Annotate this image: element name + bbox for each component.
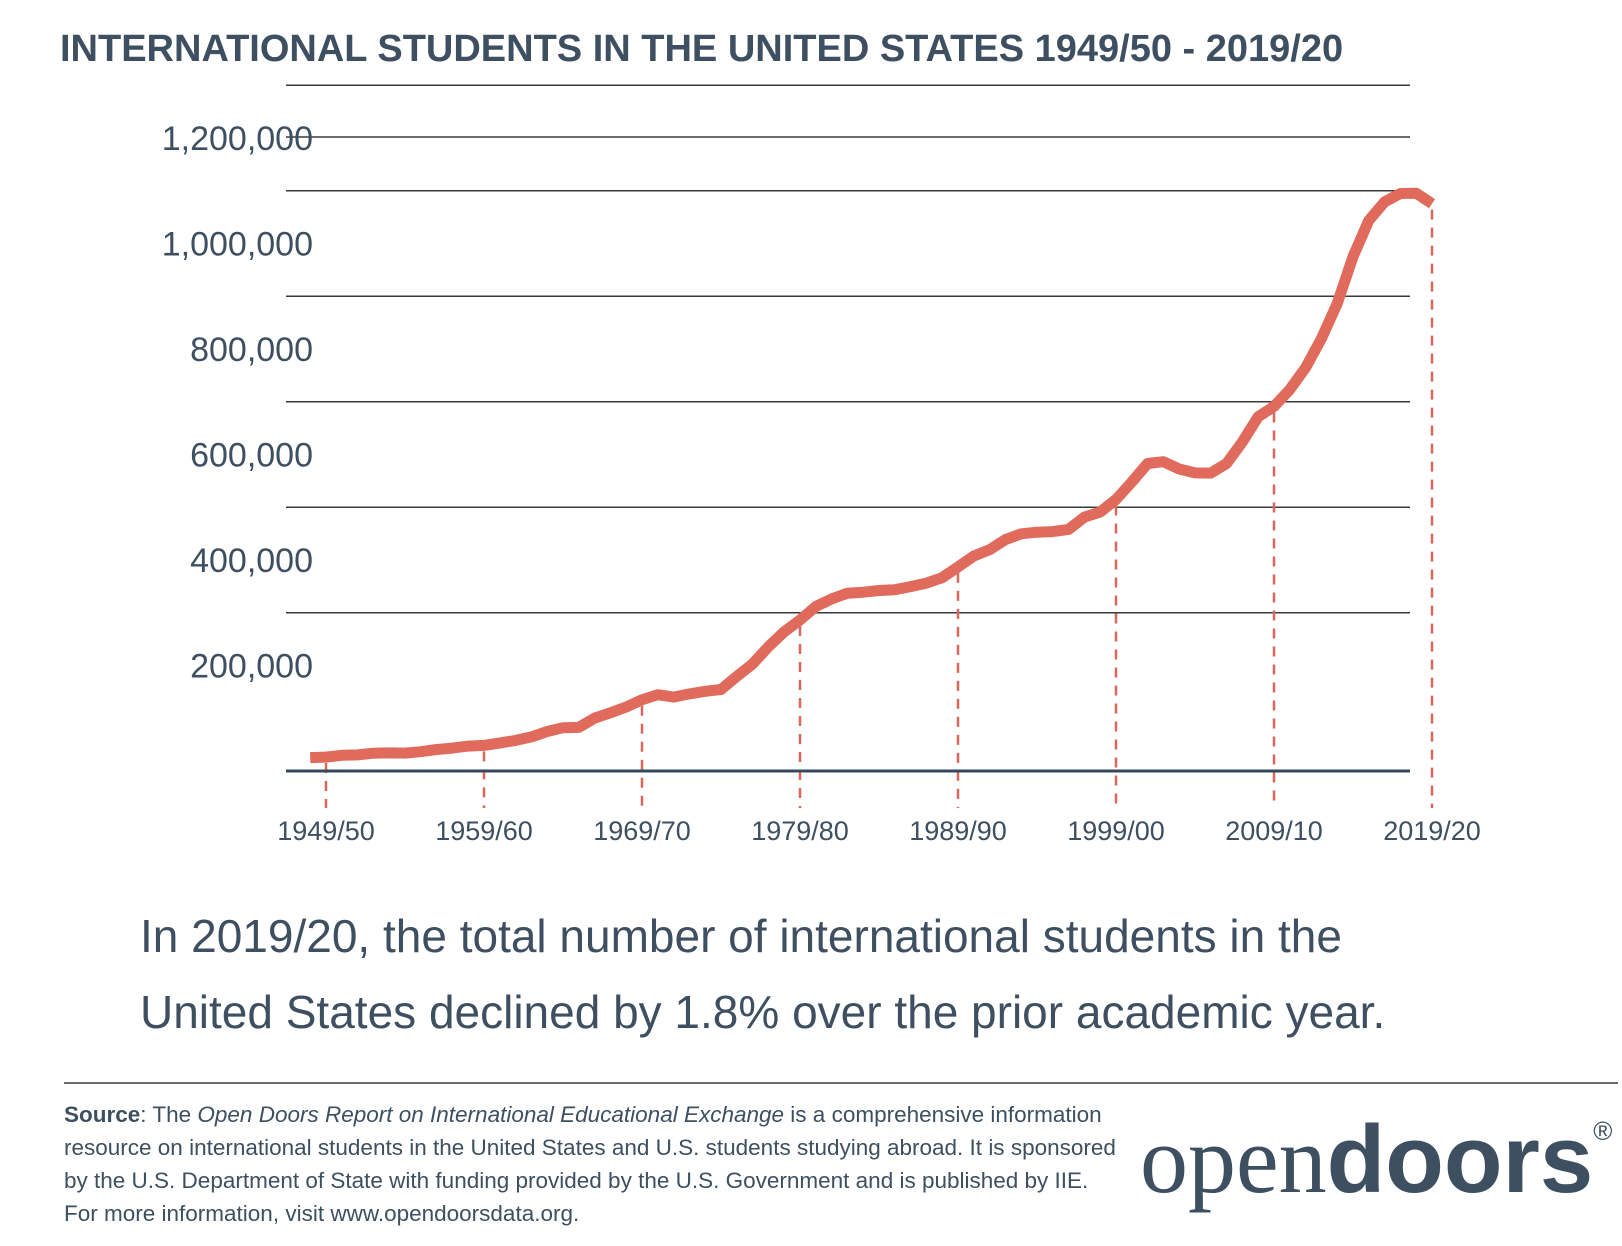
series-line-international-students — [310, 187, 1436, 764]
y-tick-label: 400,000 — [190, 542, 313, 580]
source-description: is a comprehensive information resource … — [64, 1102, 1116, 1226]
x-tick-label: 1979/80 — [751, 816, 849, 846]
y-tick-label: 1,000,000 — [162, 226, 313, 264]
summary-line-2: United States declined by 1.8% over the … — [140, 986, 1386, 1038]
x-tick-label: 1949/50 — [277, 816, 375, 846]
summary-text: In 2019/20, the total number of internat… — [140, 898, 1540, 1050]
x-tick-label: 1999/00 — [1067, 816, 1165, 846]
y-tick-label: 600,000 — [190, 437, 313, 475]
source-report-title: Open Doors Report on International Educa… — [197, 1102, 785, 1127]
registered-mark: ® — [1593, 1116, 1613, 1146]
logo-text-open: open — [1140, 1106, 1327, 1213]
chart-title: INTERNATIONAL STUDENTS IN THE UNITED STA… — [60, 28, 1344, 70]
x-tick-label: 1969/70 — [593, 816, 691, 846]
y-axis-tick-labels: 200,000 400,000 600,000 800,000 1,000,000 1,2… — [162, 120, 313, 686]
logo-text-doors: doors — [1326, 1106, 1594, 1213]
x-axis-tick-labels: 1949/50 1959/60 1969/70 1979/80 1989/90 1999/… — [277, 816, 1481, 846]
x-tick-label: 1959/60 — [435, 816, 533, 846]
summary-line-1: In 2019/20, the total number of internat… — [140, 910, 1342, 962]
gridlines — [286, 84, 1410, 614]
x-tick-label: 2019/20 — [1383, 816, 1481, 846]
x-axis-dashed-markers — [324, 209, 1434, 808]
source-pre: : The — [140, 1102, 198, 1127]
x-tick-label: 2009/10 — [1225, 816, 1323, 846]
source-note: Source: The Open Doors Report on Interna… — [64, 1098, 1124, 1230]
y-tick-label: 1,200,000 — [162, 120, 313, 158]
source-label: Source — [64, 1102, 141, 1127]
opendoors-logo: opendoors® — [1140, 1112, 1612, 1208]
y-tick-label: 800,000 — [190, 331, 313, 369]
line-chart: 200,000 400,000 600,000 800,000 1,000,000 1,2… — [162, 84, 1481, 846]
footer-divider — [64, 1082, 1618, 1084]
y-tick-label: 200,000 — [190, 648, 313, 686]
x-tick-label: 1989/90 — [909, 816, 1007, 846]
